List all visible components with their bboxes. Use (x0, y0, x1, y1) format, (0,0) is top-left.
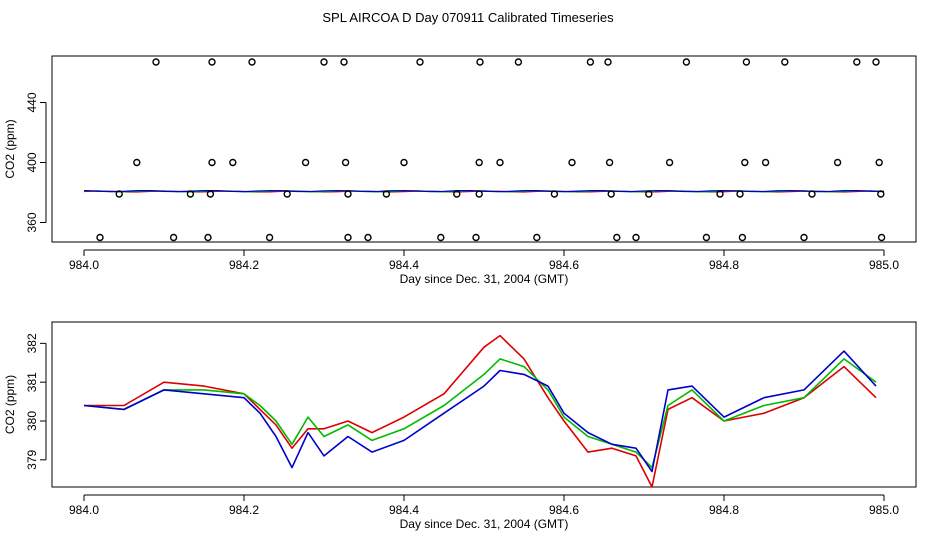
scatter-point (682, 58, 691, 66)
scatter-point (877, 233, 886, 242)
scatter-point (496, 158, 504, 167)
scatter-point (475, 158, 483, 167)
scatter-point (340, 58, 348, 66)
series-line-red (84, 334, 877, 488)
scatter-point (265, 233, 274, 242)
scatter-point (738, 233, 747, 242)
scatter-point (96, 233, 104, 242)
scatter-point (475, 190, 483, 198)
scatter-point (613, 233, 621, 242)
scatter-point (800, 233, 808, 242)
x-tick-label: 985.0 (869, 258, 899, 272)
scatter-point (550, 190, 559, 198)
scatter-point (742, 58, 751, 66)
scatter-point (400, 158, 408, 167)
scatter-point (344, 233, 352, 242)
scatter-point (702, 233, 711, 242)
scatter-point (586, 58, 595, 66)
scatter-point (877, 190, 885, 198)
scatter-point (204, 233, 212, 242)
x-tick-label: 984.4 (389, 503, 419, 517)
scatter-point (208, 158, 216, 167)
y-tick-label: 380 (25, 411, 39, 431)
scatter-point (632, 233, 640, 242)
series-line-blue (83, 189, 885, 193)
y-tick-label: 379 (25, 449, 39, 469)
scatter-point (665, 158, 674, 167)
figure-title: SPL AIRCOA D Day 070911 Calibrated Times… (322, 10, 614, 25)
scatter-point (568, 158, 576, 167)
plot-frame (51, 55, 917, 243)
scatter-point (169, 233, 178, 242)
scatter-point (152, 58, 160, 66)
scatter-point (761, 158, 770, 167)
scatter-point (320, 58, 328, 66)
scatter-point (833, 158, 842, 167)
series-line-blue (83, 350, 877, 473)
x-tick-label: 984.6 (549, 503, 579, 517)
x-tick-label: 984.8 (709, 503, 739, 517)
scatter-point (416, 58, 424, 66)
x-tick-label: 984.0 (69, 258, 99, 272)
scatter-point (604, 58, 612, 66)
scatter-point (301, 158, 310, 167)
scatter-point (853, 58, 861, 66)
scatter-point (736, 190, 744, 198)
scatter-point (533, 233, 541, 242)
y-axis-label: CO2 (ppm) (3, 119, 17, 178)
scatter-point (875, 158, 883, 167)
scatter-point (476, 58, 484, 66)
scatter-point (472, 233, 480, 242)
scatter-point (229, 158, 237, 167)
scatter-point (872, 58, 880, 66)
x-tick-label: 985.0 (869, 503, 899, 517)
x-tick-label: 984.4 (389, 258, 419, 272)
scatter-point (344, 190, 352, 198)
scatter-point (186, 190, 195, 198)
scatter-panel: 984.0 984.2 984.4 984.6 984.8 985.0 Day since … (3, 55, 917, 286)
x-tick-label: 984.2 (229, 258, 259, 272)
scatter-point (341, 158, 350, 167)
scatter-point (283, 190, 291, 198)
scatter-point (716, 190, 724, 198)
scatter-point (364, 233, 372, 242)
scatter-point (453, 190, 461, 198)
scatter-point (741, 158, 749, 167)
y-tick-label: 360 (25, 212, 39, 232)
plot-frame (51, 321, 917, 488)
scatter-point (133, 158, 141, 167)
x-tick-label: 984.8 (709, 258, 739, 272)
scatter-point (781, 58, 789, 66)
scatter-point (645, 190, 653, 198)
x-axis-label: Day since Dec. 31, 2004 (GMT) (400, 272, 569, 286)
scatter-point (206, 190, 215, 198)
scatter-point (808, 190, 816, 198)
x-axis-label: Day since Dec. 31, 2004 (GMT) (400, 517, 569, 531)
y-tick-label: 400 (25, 152, 39, 172)
scatter-point (248, 58, 256, 66)
line-panel: 984.0 984.2 984.4 984.6 984.8 985.0 Day since … (3, 321, 917, 531)
y-tick-label: 382 (25, 333, 39, 353)
x-tick-label: 984.6 (549, 258, 579, 272)
scatter-point (514, 58, 523, 66)
y-tick-label: 381 (25, 372, 39, 392)
series-line-green (83, 358, 877, 469)
x-tick-label: 984.0 (69, 503, 99, 517)
scatter-point (208, 58, 216, 66)
scatter-point (115, 190, 123, 198)
scatter-point (607, 190, 615, 198)
y-tick-label: 440 (25, 92, 39, 112)
scatter-point (437, 233, 445, 242)
scatter-point (382, 190, 391, 198)
y-axis-label: CO2 (ppm) (3, 375, 17, 434)
scatter-point (605, 158, 614, 167)
x-tick-label: 984.2 (229, 503, 259, 517)
